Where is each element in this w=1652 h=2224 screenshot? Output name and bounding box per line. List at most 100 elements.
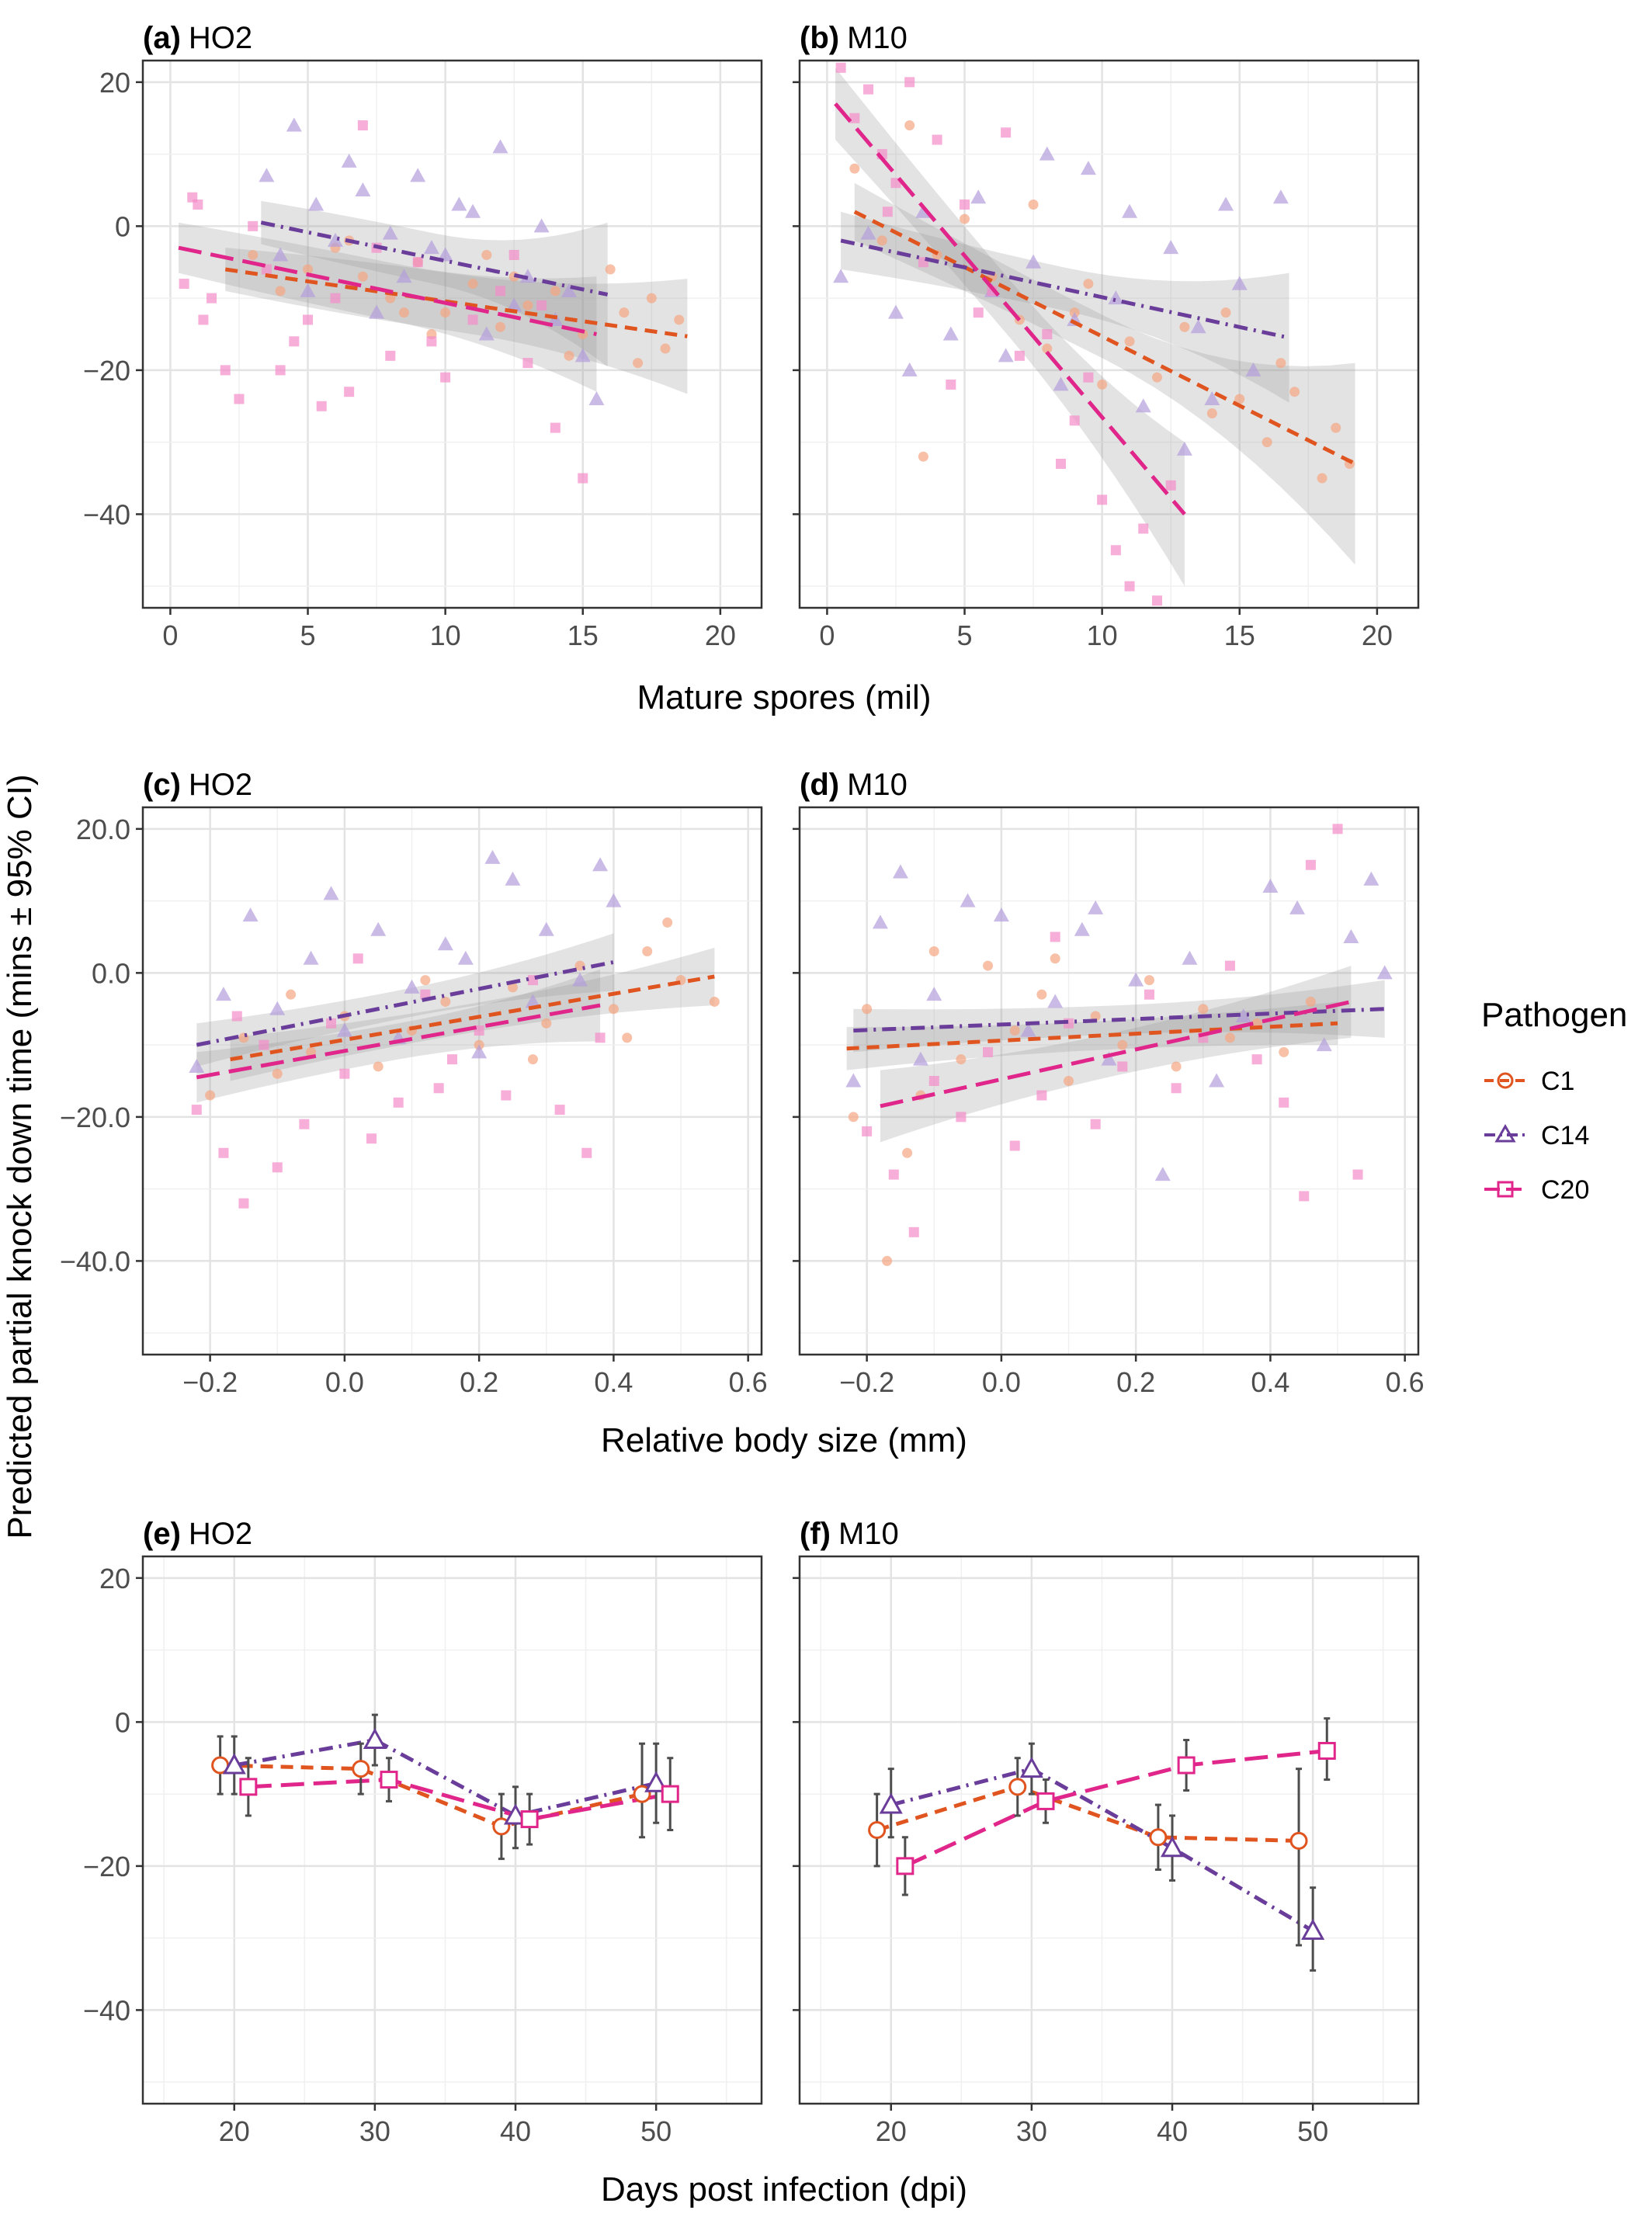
point-c14 bbox=[1128, 972, 1144, 987]
point-c20 bbox=[973, 307, 984, 318]
point-c20 bbox=[960, 200, 970, 210]
point-c20 bbox=[956, 1112, 967, 1122]
point-c20 bbox=[326, 1018, 337, 1029]
point-c14 bbox=[1135, 398, 1151, 413]
point-c14 bbox=[327, 232, 343, 247]
point-c20 bbox=[862, 1126, 873, 1136]
point-c1 bbox=[1305, 996, 1316, 1007]
point-c14 bbox=[1343, 928, 1359, 943]
point-c1 bbox=[507, 982, 518, 993]
point-c20 bbox=[191, 1105, 202, 1115]
panel-border-b bbox=[798, 59, 1420, 609]
point-c14 bbox=[506, 297, 522, 312]
panel-tag-e: (e) bbox=[143, 1517, 181, 1551]
marker-c20 bbox=[520, 1810, 539, 1829]
fit-line-c1 bbox=[853, 210, 1356, 466]
point-c20 bbox=[1332, 824, 1343, 834]
point-c14 bbox=[998, 348, 1014, 363]
data-c bbox=[189, 849, 720, 1209]
ci-band-c1 bbox=[854, 182, 1355, 565]
point-c20 bbox=[1001, 127, 1012, 138]
point-c1 bbox=[660, 343, 671, 354]
x-tick-label-c: 0.2 bbox=[460, 1366, 498, 1398]
point-c14 bbox=[1231, 276, 1248, 290]
point-c20 bbox=[1117, 1061, 1128, 1072]
point-c14 bbox=[1047, 994, 1064, 1008]
point-c1 bbox=[1206, 408, 1217, 419]
point-c1 bbox=[420, 975, 431, 986]
x-tick-label-d: 0.6 bbox=[1386, 1366, 1425, 1398]
point-c20 bbox=[1251, 1054, 1262, 1065]
x-tick-label-e: 40 bbox=[500, 2115, 531, 2147]
point-c20 bbox=[849, 113, 860, 123]
point-c20 bbox=[248, 220, 259, 231]
point-c1 bbox=[662, 917, 673, 928]
point-c14 bbox=[833, 269, 849, 283]
fit-line-c20 bbox=[196, 1003, 601, 1080]
point-c1 bbox=[1050, 953, 1060, 964]
panel-e: 20 30 40 50 20 0 −20 −40 (e) HO2 bbox=[83, 1517, 763, 2147]
point-c20 bbox=[238, 1198, 249, 1209]
y-tick-label-e: −40 bbox=[83, 1994, 130, 2026]
x-tick-label-b: 0 bbox=[819, 619, 835, 651]
y-tick-label-c: 20.0 bbox=[76, 814, 130, 845]
point-c20 bbox=[344, 387, 355, 397]
fit-line-c20 bbox=[834, 102, 1186, 516]
point-c20 bbox=[1305, 859, 1316, 870]
point-c14 bbox=[1245, 362, 1262, 376]
point-c14 bbox=[1039, 146, 1055, 161]
point-c1 bbox=[481, 249, 492, 260]
marker-c14 bbox=[879, 1792, 903, 1814]
point-c20 bbox=[467, 314, 478, 325]
point-c20 bbox=[1124, 581, 1135, 592]
marker-c14 bbox=[1301, 1918, 1325, 1940]
panel-d: −0.2 0.0 0.2 0.4 0.6 (d) M10 bbox=[793, 768, 1425, 1398]
marker-c14 bbox=[644, 1771, 668, 1792]
point-c14 bbox=[410, 168, 426, 182]
panel-f: 20 30 40 50 (f) M10 bbox=[793, 1517, 1420, 2147]
y-tick-label-a: −20 bbox=[83, 355, 130, 387]
marker-c1 bbox=[868, 1821, 887, 1839]
point-c20 bbox=[1279, 1097, 1289, 1108]
point-c20 bbox=[946, 379, 956, 390]
marker-c20 bbox=[1036, 1792, 1055, 1810]
point-c1 bbox=[574, 960, 585, 971]
x-tick-label-f: 40 bbox=[1157, 2115, 1188, 2147]
panel-name-b: M10 bbox=[847, 21, 908, 55]
point-c20 bbox=[882, 206, 893, 217]
point-c14 bbox=[437, 936, 453, 951]
point-c14 bbox=[1088, 900, 1104, 914]
legend-item-c14: C14 bbox=[1484, 1121, 1589, 1150]
point-c14 bbox=[1108, 290, 1124, 305]
point-c20 bbox=[259, 1039, 269, 1050]
fit-line-c20 bbox=[880, 1000, 1352, 1109]
point-c1 bbox=[275, 286, 286, 297]
point-c14 bbox=[457, 950, 474, 965]
point-c1 bbox=[373, 1061, 384, 1072]
point-c14 bbox=[872, 914, 888, 929]
x-tick-label-a: 10 bbox=[430, 619, 461, 651]
point-c14 bbox=[404, 979, 420, 994]
plot-area-e bbox=[143, 1556, 762, 2104]
panel-name-c: HO2 bbox=[189, 768, 252, 802]
point-c1 bbox=[1144, 975, 1154, 986]
ci-band-c14 bbox=[853, 980, 1385, 1053]
ci-band-c14 bbox=[196, 933, 614, 1067]
point-c1 bbox=[1220, 307, 1231, 318]
point-c20 bbox=[522, 358, 533, 369]
x-tick-label-d: 0.0 bbox=[982, 1366, 1021, 1398]
point-c1 bbox=[303, 264, 314, 275]
point-c1 bbox=[1028, 200, 1039, 210]
point-c1 bbox=[960, 213, 970, 224]
marker-c1 bbox=[1149, 1828, 1168, 1847]
panel-title-c: (c) HO2 bbox=[143, 768, 252, 802]
x-tick-label-a: 0 bbox=[162, 619, 178, 651]
point-c14 bbox=[1154, 1167, 1171, 1181]
marker-c20 bbox=[896, 1857, 914, 1875]
point-c20 bbox=[1151, 595, 1162, 606]
point-c14 bbox=[588, 390, 605, 405]
point-c20 bbox=[220, 365, 231, 376]
fit-line-c14 bbox=[196, 959, 614, 1047]
legend-key-triangle-icon bbox=[1494, 1124, 1516, 1143]
point-c14 bbox=[215, 987, 231, 1001]
